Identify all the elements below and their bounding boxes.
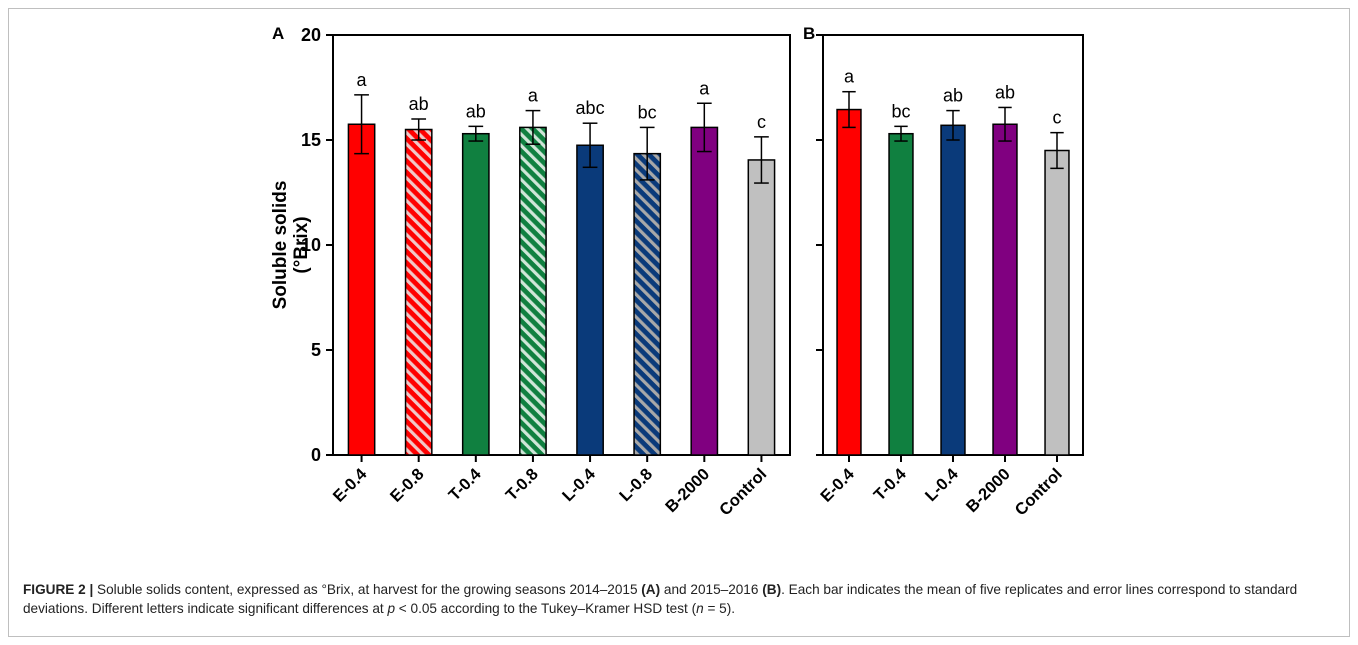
bar — [519, 126, 547, 456]
figure-frame — [8, 8, 1350, 637]
caption-text-2: and 2015–2016 — [660, 582, 763, 597]
caption-panel-a: (A) — [641, 582, 661, 597]
category-label: T-0.4 — [445, 465, 485, 505]
caption-text-3: . Each bar indicates the mean of five re… — [23, 582, 1298, 616]
significance-label: bc — [891, 101, 910, 121]
category-label: E-0.8 — [387, 465, 428, 506]
plot-frame — [332, 34, 791, 456]
significance-label: ab — [466, 101, 486, 121]
caption-text-1: Soluble solids content, expressed as °Br… — [93, 582, 642, 597]
category-label: Control — [1012, 465, 1066, 519]
y-tick-label: 10 — [301, 235, 321, 255]
category-label: L-0.8 — [616, 465, 656, 505]
category-label: B-2000 — [963, 465, 1014, 516]
significance-label: ab — [409, 94, 429, 114]
y-tick-label: 5 — [311, 340, 321, 360]
category-label: L-0.4 — [922, 465, 963, 506]
significance-label: a — [699, 78, 710, 98]
y-axis-unit: (°Brix) — [291, 216, 312, 273]
category-label: E-0.4 — [330, 465, 371, 506]
figure-caption: FIGURE 2 | Soluble solids content, expre… — [23, 580, 1333, 618]
significance-label: bc — [638, 102, 657, 122]
bar — [1044, 149, 1070, 456]
panel-a-chart: A 0 5 10 15 20 Soluble solids (°Brix) a E-0.4 ab E-… — [270, 24, 791, 519]
category-label: T-0.4 — [871, 465, 911, 505]
caption-panel-b: (B) — [762, 582, 782, 597]
bar — [404, 128, 433, 456]
bar — [576, 144, 604, 456]
significance-label: c — [757, 112, 766, 132]
significance-label: c — [1053, 108, 1062, 128]
bar — [347, 123, 376, 456]
category-label: T-0.8 — [502, 465, 541, 504]
bar — [747, 159, 776, 456]
panel-letter: B — [803, 24, 815, 43]
significance-label: ab — [995, 82, 1015, 102]
significance-label: a — [357, 70, 368, 90]
category-label: B-2000 — [662, 465, 713, 516]
bar — [940, 124, 966, 456]
y-tick-label: 0 — [311, 445, 321, 465]
significance-label: a — [528, 86, 539, 106]
bar — [992, 123, 1018, 456]
y-tick-label: 20 — [301, 25, 321, 45]
significance-label: a — [844, 67, 855, 87]
bar — [888, 132, 914, 456]
caption-text-5: = 5). — [703, 601, 736, 616]
caption-text-4: < 0.05 according to the Tukey–Kramer HSD… — [395, 601, 697, 616]
category-label: Control — [716, 465, 770, 519]
significance-label: abc — [576, 98, 605, 118]
bar — [633, 152, 662, 456]
y-axis-title: Soluble solids — [270, 181, 291, 310]
figure-charts: A 0 5 10 15 20 Soluble solids (°Brix) a E-0.4 ab E-… — [270, 24, 1084, 519]
y-tick-label: 15 — [301, 130, 321, 150]
caption-n-symbol: n — [696, 601, 704, 616]
caption-p-symbol: p — [387, 601, 396, 616]
panel-b-chart: Ba E-0.4 bc T-0.4 ab L-0.4 ab B-2000 c Control — [803, 24, 1084, 519]
panel-letter: A — [272, 24, 284, 43]
caption-label: FIGURE 2 | — [23, 582, 94, 597]
significance-label: ab — [943, 86, 963, 106]
category-label: L-0.4 — [559, 465, 600, 506]
bar — [836, 108, 862, 456]
bar — [690, 126, 719, 456]
bar — [461, 132, 490, 456]
category-label: E-0.4 — [817, 465, 858, 506]
